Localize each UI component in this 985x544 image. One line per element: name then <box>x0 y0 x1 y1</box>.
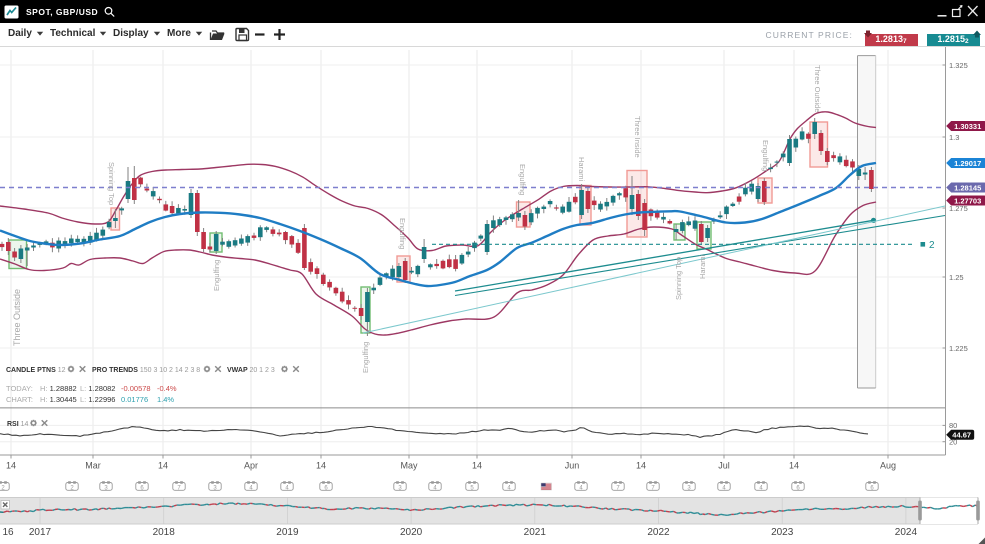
svg-text:H: 1.28882: H: 1.28882 <box>40 384 77 393</box>
svg-text:4: 4 <box>433 485 437 491</box>
svg-text:VWAP 20 1 2 3: VWAP 20 1 2 3 <box>227 367 275 374</box>
svg-text:2018: 2018 <box>153 527 176 538</box>
svg-text:14: 14 <box>789 461 799 471</box>
svg-text:44.67: 44.67 <box>952 431 971 440</box>
svg-text:Engulfing: Engulfing <box>361 342 370 373</box>
svg-text:14: 14 <box>158 461 168 471</box>
svg-text:6: 6 <box>796 485 800 491</box>
svg-text:20: 20 <box>949 438 957 447</box>
svg-text:May: May <box>400 461 418 471</box>
svg-text:3: 3 <box>687 485 691 491</box>
svg-text:7: 7 <box>616 485 620 491</box>
svg-text:Mar: Mar <box>85 461 101 471</box>
svg-text:Spinning Top: Spinning Top <box>107 162 116 205</box>
svg-text:4: 4 <box>759 485 763 491</box>
svg-text:Apr: Apr <box>244 461 258 471</box>
svg-text:14: 14 <box>6 461 16 471</box>
svg-text:3: 3 <box>213 485 217 491</box>
svg-text:Three Inside: Three Inside <box>633 116 642 158</box>
svg-text:1.4%: 1.4% <box>157 395 174 404</box>
svg-text:16: 16 <box>2 527 14 538</box>
svg-text:7: 7 <box>651 485 655 491</box>
svg-text:1.29017: 1.29017 <box>954 159 981 168</box>
svg-text:-0.00578: -0.00578 <box>121 384 151 393</box>
svg-text:-0.4%: -0.4% <box>157 384 177 393</box>
svg-text:2024: 2024 <box>895 527 918 538</box>
svg-text:Three Outside: Three Outside <box>12 289 22 346</box>
svg-text:7: 7 <box>177 485 181 491</box>
svg-text:Jun: Jun <box>565 461 580 471</box>
svg-text:Three Outside: Three Outside <box>813 65 822 113</box>
svg-text:TODAY:: TODAY: <box>6 384 33 393</box>
svg-text:Engulfing: Engulfing <box>518 164 527 195</box>
svg-text:1.25: 1.25 <box>949 273 964 282</box>
svg-text:1.225: 1.225 <box>949 344 968 353</box>
svg-text:1.30331: 1.30331 <box>954 122 981 131</box>
svg-text:Aug: Aug <box>880 461 896 471</box>
svg-text:Engulfing: Engulfing <box>212 260 221 291</box>
svg-text:1.275: 1.275 <box>949 204 968 213</box>
svg-text:1.3: 1.3 <box>949 133 959 142</box>
svg-text:Harami: Harami <box>577 157 586 182</box>
svg-text:Harami: Harami <box>698 254 707 279</box>
svg-text:14: 14 <box>472 461 482 471</box>
svg-text:PRO TRENDS 150 3 10 2 14 2 3 8: PRO TRENDS 150 3 10 2 14 2 3 8 <box>92 367 200 374</box>
svg-text:2019: 2019 <box>276 527 299 538</box>
svg-text:3: 3 <box>104 485 108 491</box>
svg-text:3: 3 <box>398 485 402 491</box>
svg-text:2020: 2020 <box>400 527 423 538</box>
svg-text:1.28145: 1.28145 <box>954 183 981 192</box>
svg-text:4: 4 <box>285 485 289 491</box>
svg-text:1.325: 1.325 <box>949 61 968 70</box>
svg-text:2021: 2021 <box>524 527 547 538</box>
svg-text:14: 14 <box>316 461 326 471</box>
svg-text:Spinning Top: Spinning Top <box>674 257 683 300</box>
svg-text:Engulfing: Engulfing <box>398 218 407 249</box>
svg-text:4: 4 <box>507 485 511 491</box>
svg-text:L: 1.22996: L: 1.22996 <box>80 395 115 404</box>
svg-text:CANDLE PTNS 12: CANDLE PTNS 12 <box>6 367 66 374</box>
svg-text:4: 4 <box>722 485 726 491</box>
svg-text:Jul: Jul <box>718 461 730 471</box>
svg-text:6: 6 <box>870 485 874 491</box>
svg-text:SPOT, GBP/USD: SPOT, GBP/USD <box>26 7 98 17</box>
svg-text:0.01776: 0.01776 <box>121 395 148 404</box>
svg-text:2: 2 <box>1 485 5 491</box>
svg-text:CHART:: CHART: <box>6 395 33 404</box>
svg-text:4: 4 <box>249 485 253 491</box>
svg-text:2: 2 <box>929 240 935 251</box>
svg-text:H: 1.30445: H: 1.30445 <box>40 395 77 404</box>
svg-text:2: 2 <box>70 485 74 491</box>
svg-text:14: 14 <box>636 461 646 471</box>
svg-text:4: 4 <box>579 485 583 491</box>
svg-text:2022: 2022 <box>647 527 670 538</box>
svg-text:2017: 2017 <box>29 527 52 538</box>
svg-text:L: 1.28082: L: 1.28082 <box>80 384 115 393</box>
svg-text:5: 5 <box>470 485 474 491</box>
svg-text:6: 6 <box>140 485 144 491</box>
svg-text:2023: 2023 <box>771 527 794 538</box>
svg-text:Engulfing: Engulfing <box>761 140 770 171</box>
svg-text:1.27703: 1.27703 <box>954 196 981 205</box>
svg-text:6: 6 <box>324 485 328 491</box>
svg-text:RSI 14: RSI 14 <box>7 421 29 428</box>
svg-text:80: 80 <box>949 421 957 430</box>
